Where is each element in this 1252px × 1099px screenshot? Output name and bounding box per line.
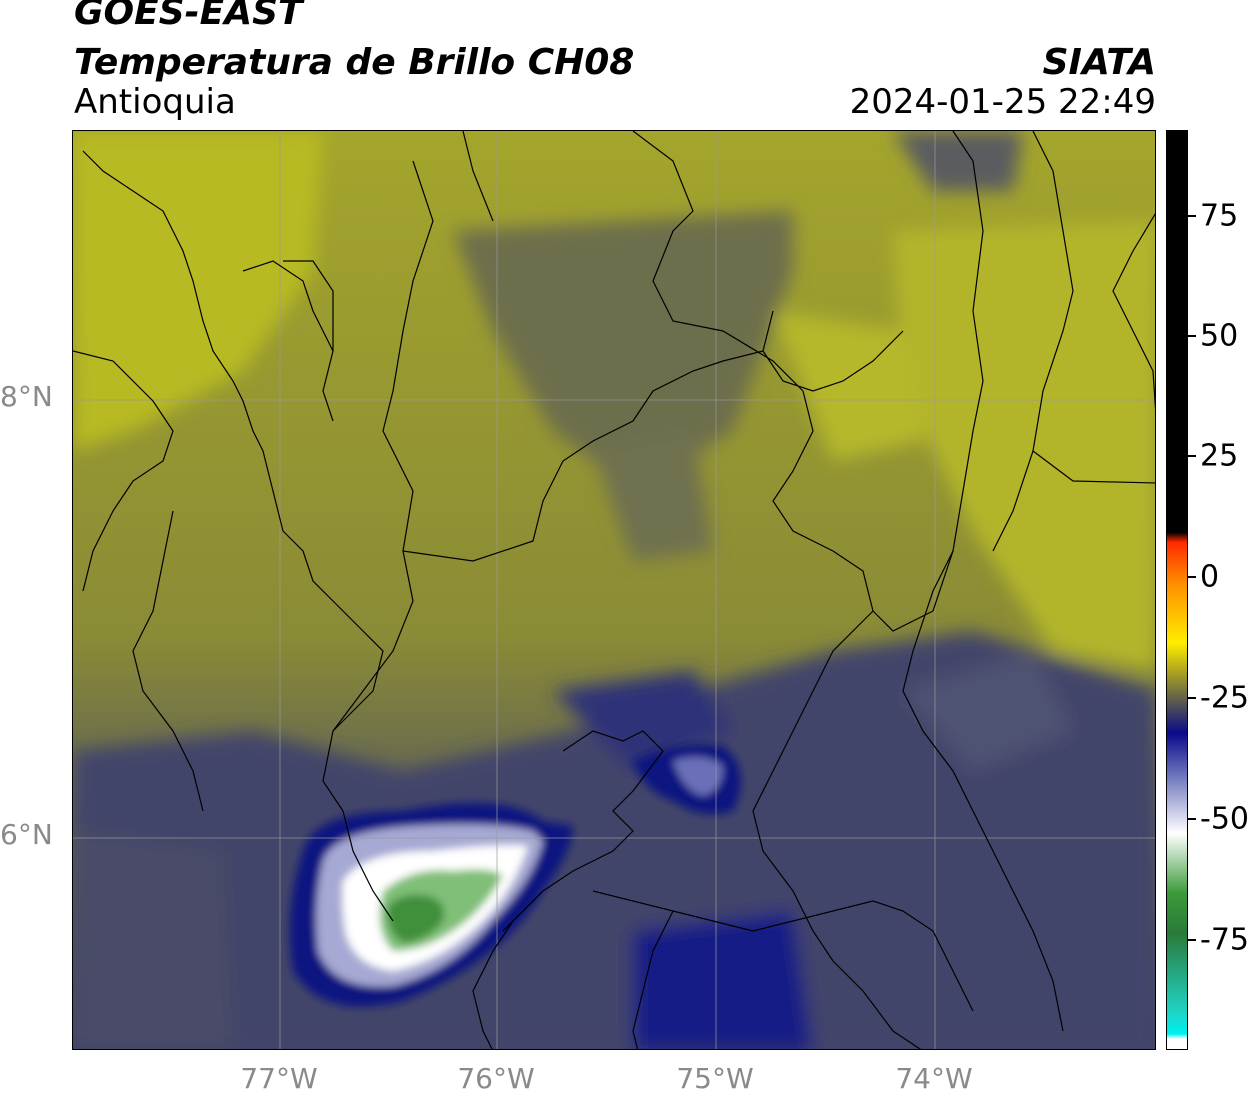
colorbar-tick <box>1188 697 1196 699</box>
agency-label: SIATA <box>1042 42 1156 83</box>
lat-label-6n: 6°N <box>0 818 53 851</box>
colorbar-tick <box>1188 215 1196 217</box>
colorbar-tick <box>1188 576 1196 578</box>
lon-label-75w: 75°W <box>676 1062 754 1095</box>
colorbar-tick <box>1188 455 1196 457</box>
product-title: Temperatura de Brillo CH08 <box>74 42 635 83</box>
colorbar-label-minus50: -50 <box>1200 801 1249 837</box>
lon-label-76w: 76°W <box>457 1062 535 1095</box>
colorbar-label-minus75: -75 <box>1200 922 1249 958</box>
lon-label-74w: 74°W <box>895 1062 973 1095</box>
colorbar-label-minus25: -25 <box>1200 680 1249 716</box>
satellite-title: GOES-EAST <box>74 0 303 33</box>
colorbar-tick <box>1188 939 1196 941</box>
temperature-field <box>73 131 1155 1049</box>
lat-label-8n: 8°N <box>0 380 53 413</box>
map-canvas <box>73 131 1155 1049</box>
datetime-label: 2024-01-25 22:49 <box>849 82 1156 122</box>
lon-label-77w: 77°W <box>240 1062 318 1095</box>
colorbar-tick <box>1188 335 1196 337</box>
colorbar-label-75: 75 <box>1200 198 1239 234</box>
political-borders <box>73 131 1155 1049</box>
region-label: Antioquia <box>74 82 236 122</box>
colorbar-label-0: 0 <box>1200 559 1220 595</box>
satellite-map[interactable] <box>72 130 1156 1050</box>
grid-lines <box>73 131 1155 1049</box>
colorbar-label-25: 25 <box>1200 438 1239 474</box>
colorbar-label-50: 50 <box>1200 318 1239 354</box>
colorbar <box>1166 130 1188 1050</box>
colorbar-tick <box>1188 818 1196 820</box>
